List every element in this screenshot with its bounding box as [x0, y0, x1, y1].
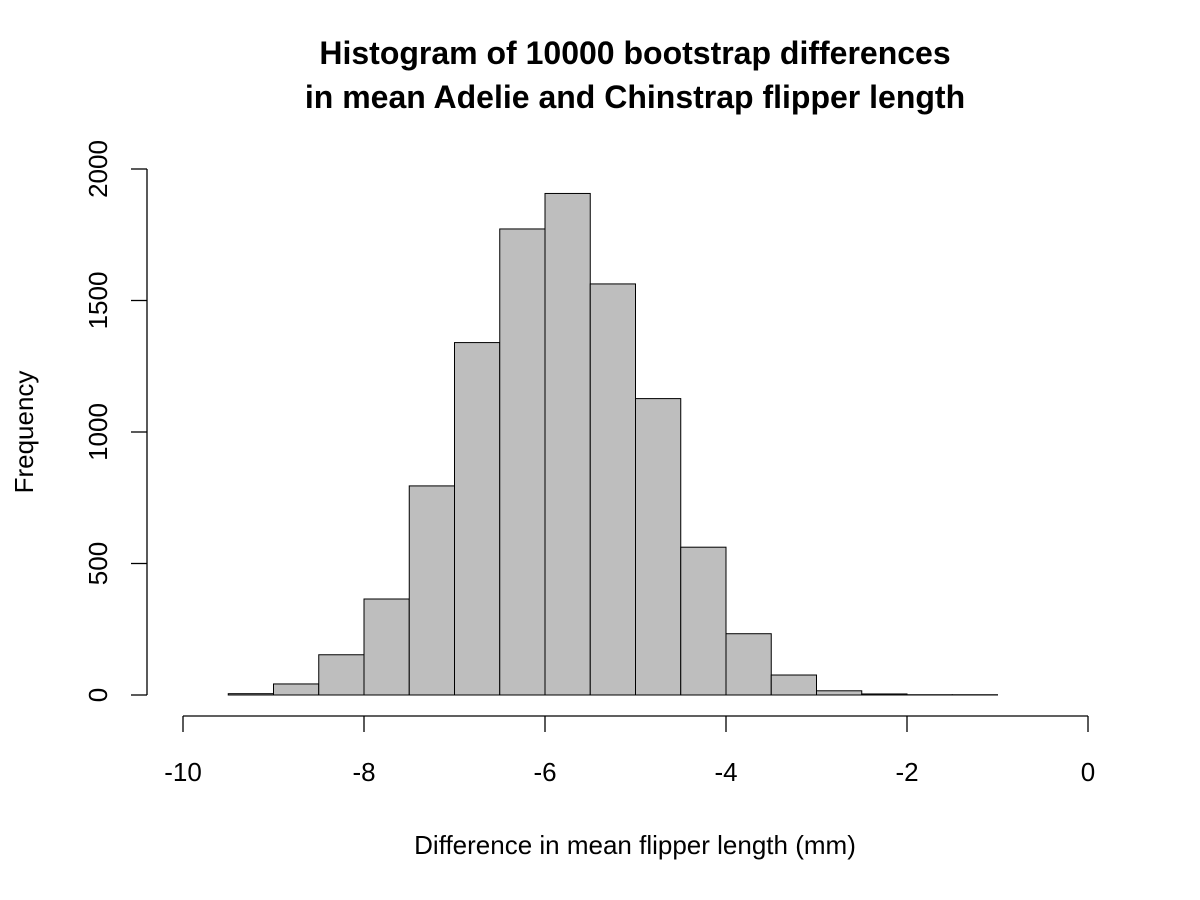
histogram-bar [589, 283, 636, 696]
histogram-bars [227, 192, 998, 696]
histogram-bar [318, 654, 365, 696]
x-tick-label: -10 [164, 757, 202, 787]
chart-title: Histogram of 10000 bootstrap differences… [305, 35, 965, 115]
histogram-bar [408, 485, 455, 696]
histogram-bar [273, 683, 320, 696]
y-tick-label: 1500 [83, 272, 113, 330]
x-tick-label: -8 [352, 757, 375, 787]
y-tick-label: 1000 [83, 403, 113, 461]
histogram-bar [725, 633, 772, 696]
histogram-bar [227, 693, 274, 696]
y-axis-label: Frequency [9, 371, 39, 494]
histogram-bar [635, 398, 682, 696]
x-tick-label: -4 [714, 757, 737, 787]
chart-title-line-2: in mean Adelie and Chinstrap flipper len… [305, 79, 965, 115]
histogram-bar [770, 674, 817, 696]
histogram-bar [544, 192, 591, 696]
histogram-bar [816, 690, 863, 696]
histogram-bar [363, 598, 410, 696]
y-tick-label: 500 [83, 542, 113, 585]
histogram-bar [861, 693, 908, 696]
y-axis: 0 500 1000 1500 2000 [83, 140, 148, 702]
x-axis-label: Difference in mean flipper length (mm) [414, 830, 856, 860]
x-tick-label: -6 [533, 757, 556, 787]
x-tick-label: 0 [1081, 757, 1095, 787]
x-axis: -10 -8 -6 -4 -2 0 [164, 715, 1095, 787]
histogram-bar [454, 342, 501, 696]
y-tick-label: 2000 [83, 140, 113, 198]
y-tick-label: 0 [83, 688, 113, 702]
histogram-bar [680, 546, 727, 696]
chart-title-line-1: Histogram of 10000 bootstrap differences [319, 35, 950, 71]
x-tick-label: -2 [895, 757, 918, 787]
histogram-bar [499, 228, 546, 696]
